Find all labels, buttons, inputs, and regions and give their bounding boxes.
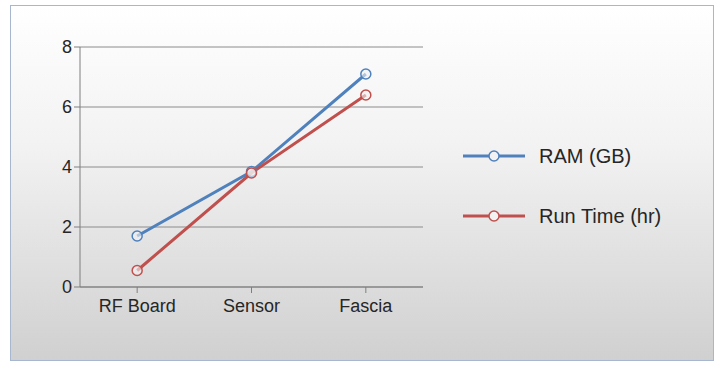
svg-text:6: 6 [62, 97, 72, 117]
html-text:RAM (GB): RAM (GB) [539, 144, 632, 167]
html-text:Run Time (hr): Run Time (hr) [539, 204, 662, 227]
svg-text:RF Board: RF Board [99, 296, 176, 316]
svg-text:4: 4 [62, 157, 72, 177]
svg-text:8: 8 [62, 37, 72, 57]
svg-text:Fascia: Fascia [339, 296, 393, 316]
svg-text:Sensor: Sensor [223, 296, 280, 316]
svg-text:0: 0 [62, 277, 72, 297]
svg-text:2: 2 [62, 217, 72, 237]
